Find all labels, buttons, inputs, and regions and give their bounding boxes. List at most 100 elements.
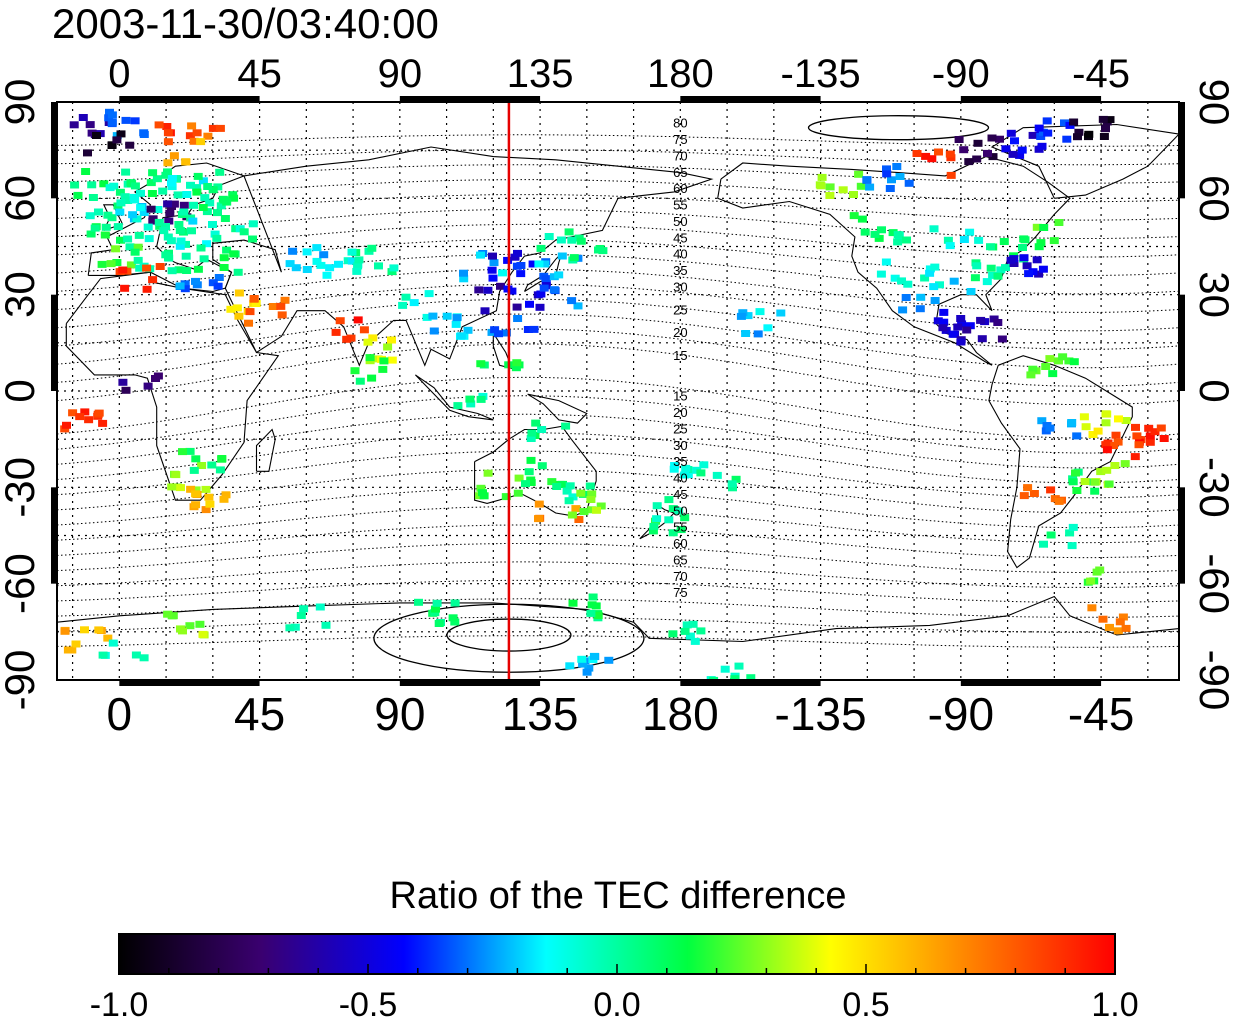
tec-cell [534,500,584,523]
frame-bar-right [1179,487,1185,584]
tec-pixel [178,627,187,635]
tec-pixel [1006,129,1016,137]
tec-pixel [1001,264,1010,272]
tec-pixel [196,244,206,252]
tec-pixel [1067,419,1077,426]
tec-pixel [738,309,748,317]
tec-pixel [276,302,286,310]
tec-pixel [741,330,751,337]
tec-cell [1079,410,1131,438]
tec-pixel [1080,478,1090,485]
tec-pixel [498,269,507,277]
contour-line [57,616,1179,633]
x-tick-label-bottom: -135 [775,688,867,740]
tec-pixel [387,336,396,344]
tec-pixel [208,279,218,287]
tec-pixel [212,234,222,242]
contour-line [57,450,1179,499]
tec-pixel [531,419,541,427]
tec-cell [565,652,614,676]
tec-pixel [248,220,258,228]
contour-line [57,343,1179,406]
tec-cell [475,469,524,501]
tec-pixel [81,168,91,175]
tec-pixel [1096,468,1106,476]
tec-cell [322,257,363,279]
tec-pixel [167,179,176,187]
tec-pixel [561,422,571,430]
tec-pixel [107,141,117,149]
tec-pixel [365,354,375,362]
tec-pixel [352,267,362,275]
tec-cell [175,274,224,293]
tec-pixel [121,168,131,176]
tec-pixel [946,171,956,179]
tec-pixel [83,149,92,157]
tec-pixel [885,185,895,192]
tec-pixel [986,243,995,251]
tec-pixel [964,158,974,166]
tec-pixel [88,194,98,201]
tec-pixel [730,675,740,680]
y-tick-label-right: -30 [1191,457,1238,518]
contour-line [57,194,1179,221]
tec-pixel [501,329,511,337]
tec-pixel [424,290,434,298]
tec-pixel [192,129,202,137]
tec-pixel [1028,131,1038,139]
x-tick-label-top: -90 [932,52,990,96]
tec-pixel [849,191,858,198]
tec-pixel [554,271,564,279]
contour-label-south: 55 [673,520,687,535]
tec-pixel [489,259,499,267]
tec-pixel [865,183,875,191]
tec-pixel [982,278,992,286]
tec-pixel [322,271,332,279]
tec-pixel [175,227,185,234]
tec-pixel [688,620,698,628]
tec-pixel [163,233,173,241]
map-axes: 0 0 45 45 90 90 135 135 180 180 -135 -135 -90 -90 -45 -… [0,52,1238,740]
tec-pixel [239,228,249,236]
x-tick-label-bottom: 90 [374,688,425,740]
tec-pixel [1145,438,1155,446]
tec-pixel [115,208,125,216]
tec-pixel [162,123,172,130]
tec-pixel [185,132,195,140]
tec-pixel [557,252,567,260]
tec-cell [60,408,108,433]
tec-pixel [144,235,154,243]
tec-pixel [291,264,301,272]
contour-label-south: 15 [673,389,687,404]
tec-pixel [584,664,594,672]
contour-label-north: 30 [673,279,687,294]
tec-pixel [251,300,261,307]
tec-pixel [268,303,278,310]
tec-cell [862,163,914,192]
tec-cell [696,469,741,492]
tec-pixel [948,330,958,338]
tec-cell [943,228,984,250]
tec-pixel [347,248,357,256]
tec-cell [849,212,898,242]
tec-pixel [1045,355,1055,363]
tec-cell [115,263,165,293]
tec-pixel [106,260,116,268]
tec-pixel [862,176,872,184]
tec-pixel [1105,623,1114,631]
tec-cell [244,295,290,327]
tec-pixel [1110,462,1120,469]
tec-pixel [930,263,940,271]
tec-pixel [63,646,73,654]
tec-pixel [674,507,684,515]
tec-pixel [192,188,202,196]
tec-pixel [972,262,982,270]
contour-label-north: 80 [673,116,687,131]
tec-pixel [245,308,255,316]
contour-label-south: 45 [673,487,687,502]
tec-pixel [959,146,969,154]
tec-pixel [915,305,925,313]
tec-pixel [215,168,225,176]
tec-pixel [536,244,546,252]
coastline [65,271,280,501]
